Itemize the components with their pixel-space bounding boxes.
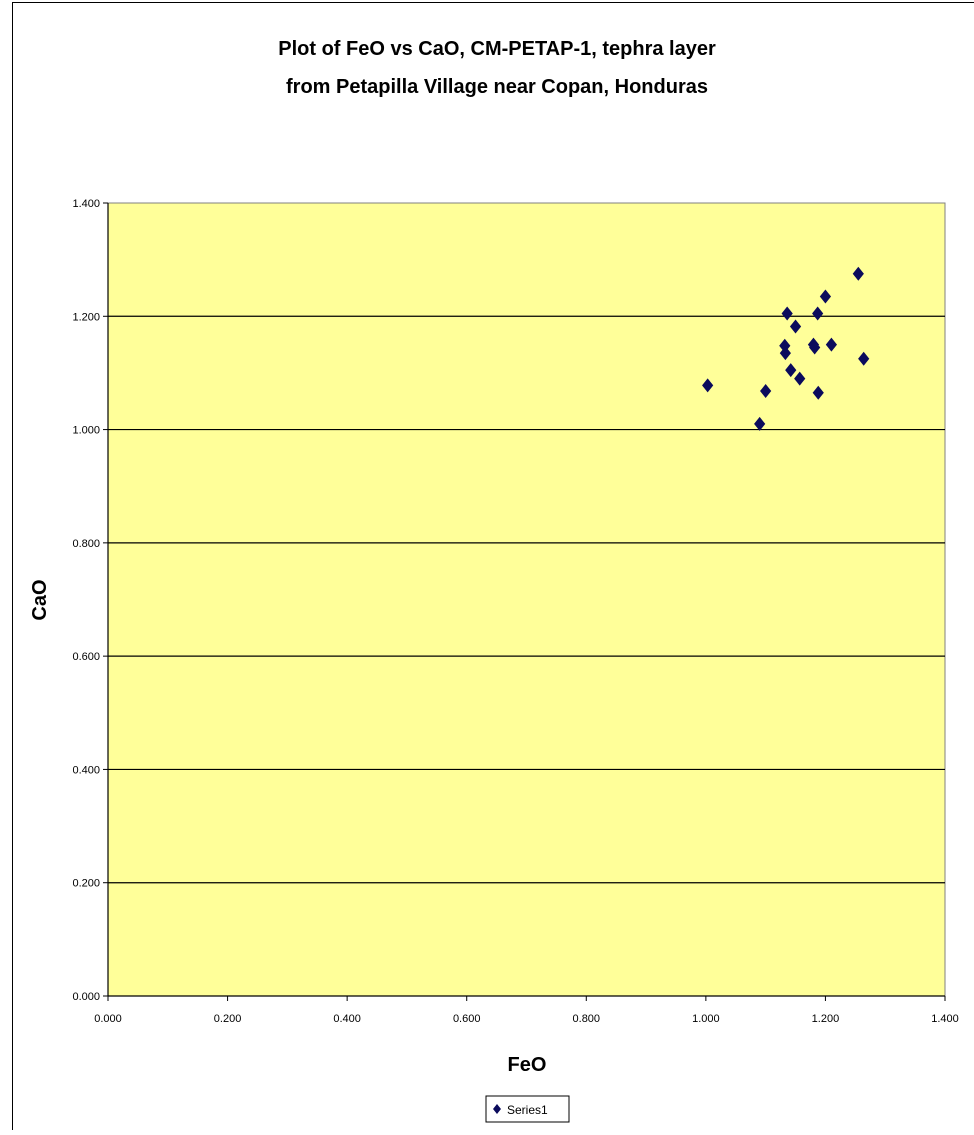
y-tick-label: 0.000 <box>72 991 100 1003</box>
y-tick-label: 1.200 <box>72 311 100 323</box>
y-tick-label: 0.600 <box>72 651 100 663</box>
chart-title-line-2: from Petapilla Village near Copan, Hondu… <box>286 76 708 98</box>
x-tick-label: 1.400 <box>931 1013 959 1025</box>
x-tick-label: 0.600 <box>453 1013 481 1025</box>
x-tick-label: 1.200 <box>812 1013 840 1025</box>
chart-title-line-1: Plot of FeO vs CaO, CM-PETAP-1, tephra l… <box>278 38 716 60</box>
x-tick-label: 0.400 <box>333 1013 361 1025</box>
y-tick-label: 0.800 <box>72 538 100 550</box>
x-tick-label: 0.200 <box>214 1013 242 1025</box>
x-tick-label: 1.000 <box>692 1013 720 1025</box>
legend: Series1 <box>486 1096 569 1122</box>
x-tick-label: 0.000 <box>94 1013 122 1025</box>
plot-area <box>108 203 945 996</box>
y-tick-label: 0.400 <box>72 764 100 776</box>
y-tick-label: 1.000 <box>72 425 100 437</box>
legend-series-label: Series1 <box>507 1103 548 1117</box>
y-tick-label: 1.400 <box>72 198 100 210</box>
x-axis-label: FeO <box>508 1054 547 1076</box>
y-tick-label: 0.200 <box>72 878 100 890</box>
y-axis-label: CaO <box>29 579 51 620</box>
x-tick-label: 0.800 <box>573 1013 601 1025</box>
